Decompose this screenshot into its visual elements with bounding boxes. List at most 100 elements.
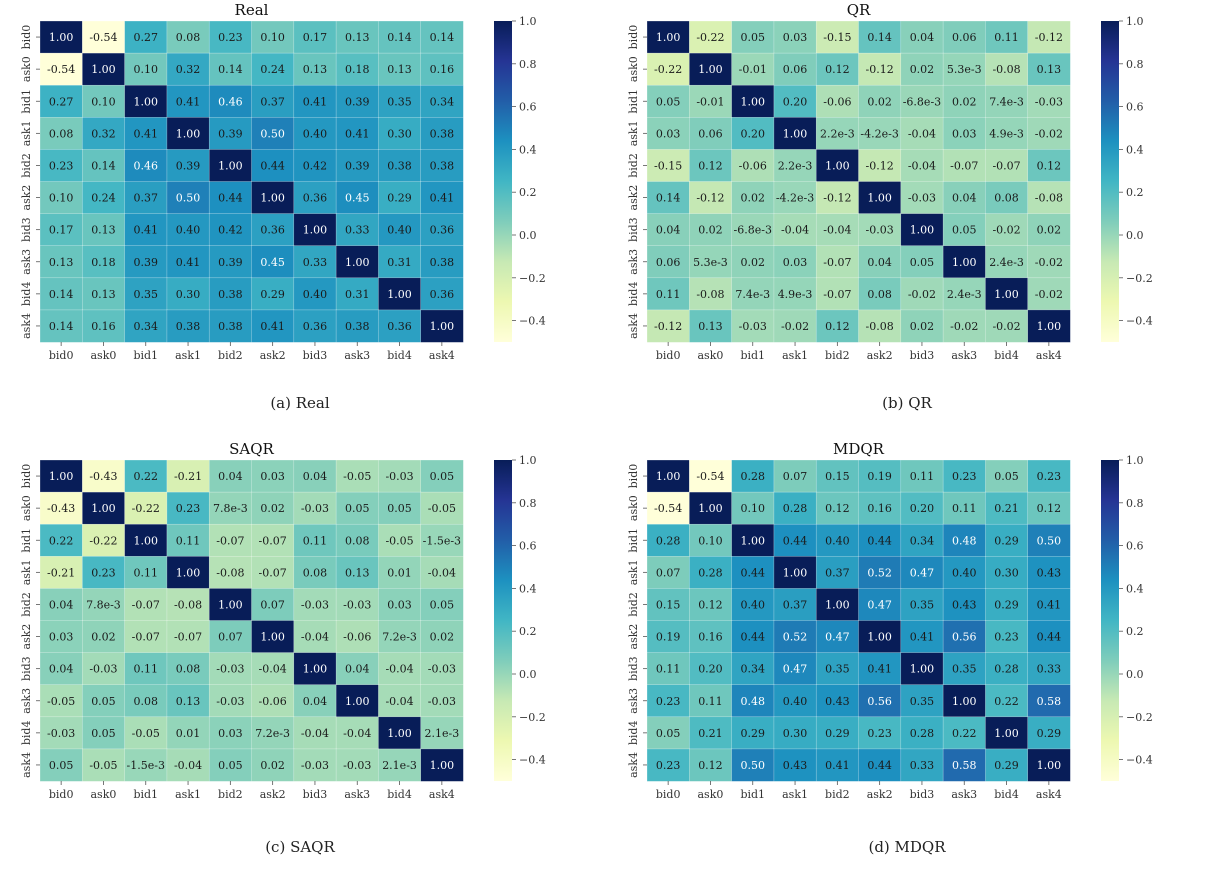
heatmap-cell [815,149,860,183]
cell-value-label: 0.08 [49,127,74,140]
y-tick-label: bid3 [627,656,640,681]
x-tick-label: ask1 [175,788,201,801]
cell-value-label: 0.41 [176,95,201,108]
heatmap-cell [689,748,733,782]
heatmap-cell [689,491,733,525]
heatmap-qr: QR 1.00 -0.22 0.05 0.03 -0.15 0.14 0.04 0.06 0.11… [627,1,1153,362]
heatmap-cell [646,117,690,151]
colorbar-tick-label: 0.6 [1126,101,1144,114]
heatmap-cell [731,588,775,622]
cell-value-label: -0.03 [385,470,413,483]
cell-value-label: 0.12 [698,598,723,611]
cell-value-label: 1.00 [994,288,1019,301]
y-tick-label: ask3 [20,688,33,714]
cell-value-label: 0.13 [387,63,412,76]
cell-value-label: 0.33 [303,256,328,269]
heatmap-cell [646,181,690,215]
cell-value-label: -0.03 [866,224,894,237]
heatmap-cell [1027,20,1071,54]
cell-value-label: 0.50 [741,759,766,772]
x-tick-label: bid1 [133,349,158,362]
cell-value-label: 0.14 [430,31,455,44]
cell-value-label: 0.44 [741,631,766,644]
cell-value-label: 0.22 [134,470,159,483]
heatmap-cell [942,716,987,750]
cell-value-label: 0.41 [430,192,455,205]
heatmap-cell [858,245,902,279]
heatmap-cell [378,491,422,525]
cell-value-label: 0.29 [260,288,285,301]
colorbar-tick-label: 0.0 [1126,668,1144,681]
cell-value-label: 0.50 [176,192,201,205]
cell-value-label: 0.30 [783,727,808,740]
heatmap-cell [335,84,380,118]
cell-value-label: 1.00 [698,63,723,76]
cell-value-label: 0.50 [260,127,285,140]
cell-value-label: 0.17 [49,224,74,237]
heatmap-cell [335,309,380,343]
heatmap-cell [900,84,944,118]
cell-value-label: 0.16 [430,63,455,76]
heatmap-cell [124,245,168,279]
heatmap-cell [731,491,775,525]
heatmap-cell [942,84,987,118]
chart-title: MDQR [833,440,885,458]
cell-value-label: 0.23 [49,159,74,172]
heatmap-cell [985,84,1029,118]
cell-value-label: -0.03 [216,695,244,708]
heatmap-cell [900,588,944,622]
heatmap-cell [124,52,168,86]
cell-value-label: 0.04 [49,598,74,611]
x-tick-label: ask0 [91,349,117,362]
heatmap-cell [858,117,902,151]
cell-value-label: -0.08 [174,598,202,611]
cell-value-label: -0.21 [174,470,202,483]
x-tick-label: ask4 [1036,788,1062,801]
cell-value-label: -0.08 [216,566,244,579]
heatmap-cell [858,52,902,86]
cell-value-label: 0.05 [430,598,455,611]
heatmap-cell [420,245,464,279]
cell-value-label: -0.15 [654,159,682,172]
cell-value-label: 0.28 [783,502,808,515]
y-tick-label: bid0 [627,25,640,50]
x-tick-label: ask2 [260,788,286,801]
heatmap-cell [646,588,690,622]
cell-value-label: 0.42 [303,159,328,172]
heatmap-cell [1027,523,1071,557]
heatmap-panel-saqr: SAQR 1.00 -0.43 0.22 -0.21 0.04 0.03 0.04 -0.05-… [0,439,600,856]
x-tick-label: ask4 [429,788,455,801]
heatmap-cell [815,748,860,782]
cell-value-label: -0.54 [696,470,724,483]
heatmap-cell [985,245,1029,279]
cell-value-label: 0.43 [783,759,808,772]
cell-value-label: 2.1e-3 [424,727,459,740]
cell-value-label: -0.02 [992,224,1020,237]
cell-value-label: 0.20 [783,95,808,108]
cell-value-label: 0.58 [1037,695,1062,708]
heatmap-cell [815,684,860,718]
cell-value-label: 0.30 [176,288,201,301]
heatmap-cell [985,523,1029,557]
y-tick-label: ask0 [627,56,640,82]
cell-value-label: 0.10 [91,95,116,108]
cell-value-label: 0.38 [430,159,455,172]
cell-value-label: 0.02 [867,95,892,108]
cell-value-label: 0.02 [910,63,935,76]
cell-value-label: 1.00 [218,159,243,172]
cell-value-label: -0.06 [343,631,371,644]
colorbar-tick-label: 0.4 [1126,143,1144,156]
heatmap-cell [420,309,464,343]
y-tick-label: bid2 [627,153,640,178]
heatmap-cell [815,716,860,750]
cell-value-label: -6.8e-3 [903,95,941,108]
heatmap-cell [731,213,775,247]
heatmap-cell [731,459,775,493]
heatmap-cell [942,245,987,279]
cell-value-label: 0.08 [303,566,328,579]
cell-value-label: 1.00 [825,159,850,172]
heatmap-cell [420,277,464,311]
cell-value-label: 0.29 [994,534,1019,547]
cell-value-label: 0.46 [218,95,243,108]
heatmap-cell [124,84,168,118]
